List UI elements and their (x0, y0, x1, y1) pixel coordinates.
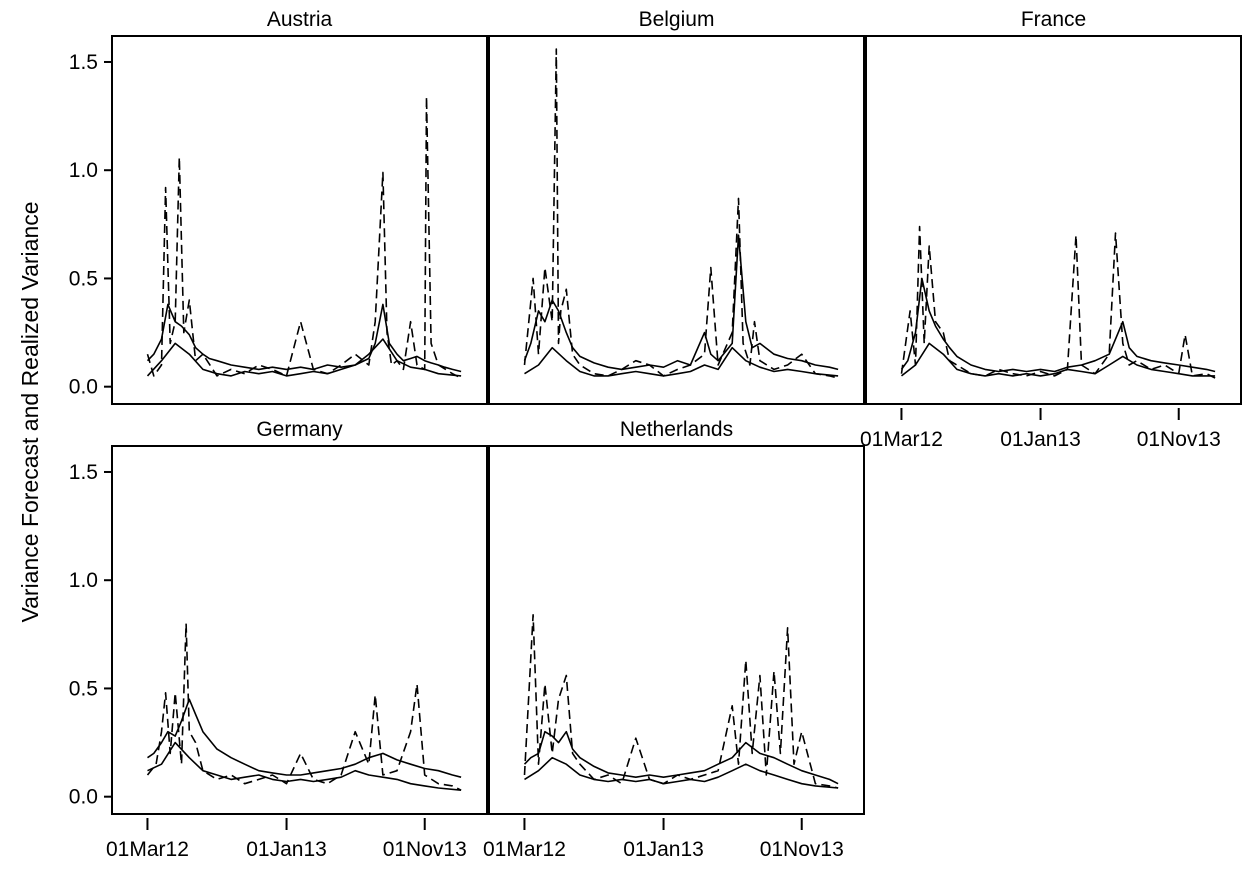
y-tick-label: 1.0 (69, 159, 98, 182)
panels-group: Austria 0.0 0.5 1.0 1.5 Belgium France 01Mar12 0… (69, 8, 1242, 861)
plot-frame (111, 445, 488, 815)
y-tick-label: 0.5 (69, 267, 98, 290)
y-tick-label: 1.0 (69, 569, 98, 592)
panel-france: France 01Mar12 01Jan13 01Nov13 (860, 8, 1242, 451)
series-line-2 (146, 95, 462, 379)
x-tick-label: 01Jan13 (623, 838, 704, 861)
x-tick-label: 01Nov13 (760, 838, 844, 861)
panel-netherlands: Netherlands 01Mar12 01Jan13 01Nov13 (483, 418, 865, 861)
y-tick-label: 0.5 (69, 677, 98, 700)
plot-frame (111, 35, 488, 405)
panel-title: Netherlands (620, 418, 733, 441)
plot-frame (488, 445, 865, 815)
series-line-3 (524, 756, 839, 789)
series-line-2 (523, 613, 839, 789)
series-line-3 (147, 741, 462, 791)
series-line-2 (146, 622, 462, 791)
panel-title: Austria (267, 8, 333, 31)
series-line-1 (900, 277, 1216, 373)
panel-title: Germany (256, 418, 343, 441)
panel-belgium: Belgium (488, 8, 865, 405)
y-tick-label: 0.0 (69, 786, 98, 809)
x-tick-label: 01Nov13 (1137, 428, 1221, 451)
y-axis-label: Variance Forecast and Realized Variance (17, 201, 43, 622)
series-line-2 (900, 225, 1216, 379)
x-tick-label: 01Nov13 (383, 838, 467, 861)
series-line-2 (523, 48, 839, 379)
x-tick-label: 01Mar12 (106, 838, 189, 861)
x-tick-label: 01Jan13 (1000, 428, 1081, 451)
y-tick-label: 0.0 (69, 376, 98, 399)
series-line-3 (524, 346, 839, 377)
series-line-1 (523, 730, 839, 785)
plot-frame (865, 35, 1242, 405)
series-line-3 (901, 342, 1216, 377)
panel-title: France (1021, 8, 1086, 31)
x-tick-label: 01Mar12 (483, 838, 566, 861)
plot-frame (488, 35, 865, 405)
panel-germany: Germany 0.0 0.5 1.0 1.5 01Mar12 01Jan13 01Nov13 (69, 418, 488, 861)
x-tick-label: 01Jan13 (246, 838, 327, 861)
series-line-3 (146, 338, 462, 377)
series-line-1 (523, 234, 839, 371)
y-tick-label: 1.5 (69, 461, 98, 484)
panel-title: Belgium (639, 8, 715, 31)
x-tick-label: 01Mar12 (860, 428, 943, 451)
y-tick-label: 1.5 (69, 51, 98, 74)
panel-austria: Austria 0.0 0.5 1.0 1.5 (69, 8, 488, 405)
